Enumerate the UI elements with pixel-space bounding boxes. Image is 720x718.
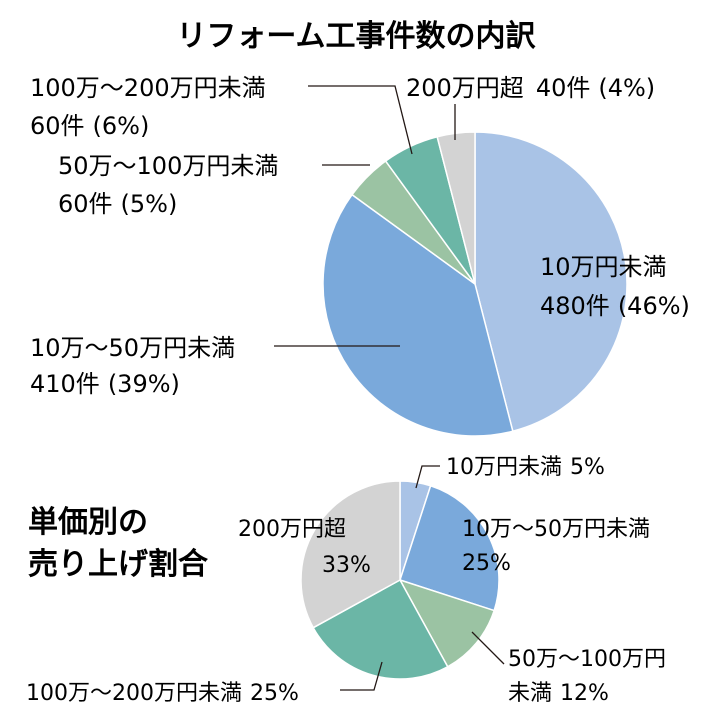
pie1-label-10to50: 10万〜50万円未満 [30,334,235,362]
pie2-slice-3 [312,578,449,680]
pie2-label-over200: 200万円超 [238,517,346,542]
pie2-title-line2: 売り上げ割合 [28,547,208,582]
pie2-title-line1: 単価別の [28,505,148,540]
pie2-label-under10: 10万円未満 5% [446,455,605,480]
pie1-label-over200: 200万円超 40件 (4%) [406,74,655,102]
pie2-label-50to100: 50万〜100万円 [508,647,666,672]
pie2-label-100to200: 100万〜200万円未満 25% [26,681,299,706]
pie1-slice-0 [474,131,628,433]
pie2-label-50to100-line2: 未満 12% [508,681,609,706]
pie2-pct-10to50: 25% [462,551,511,576]
pie2-label-10to50: 10万〜50万円未満 [462,517,650,542]
pie1-count-100to200: 60件 (6%) [30,112,149,140]
pie1-label-50to100: 50万〜100万円未満 [58,152,278,180]
pie2-slices [300,480,500,680]
pie1-count-under10: 480件 (46%) [540,292,690,320]
pie1-title: リフォーム工事件数の内訳 [176,19,536,54]
pie2-pct-over200: 33% [322,553,371,578]
pie1-count-50to100: 60件 (5%) [58,190,177,218]
pie2-slice-2 [398,578,496,668]
pie1-slices [322,131,628,437]
pie1-label-100to200: 100万〜200万円未満 [30,74,266,102]
pie2-leader-50to100 [471,631,505,665]
pie1-slice-4 [436,131,476,285]
pie2-slice-4 [300,480,401,629]
pie2-leader-100to200 [340,661,383,691]
pie1-leader-100to200 [308,85,413,155]
pie2-slice-1 [399,484,500,612]
pie1-count-10to50: 410件 (39%) [30,370,180,398]
pie1-label-under10: 10万円未満 [540,253,667,281]
pie1-slice-1 [322,193,514,437]
pie2-leader-under10 [415,465,440,489]
